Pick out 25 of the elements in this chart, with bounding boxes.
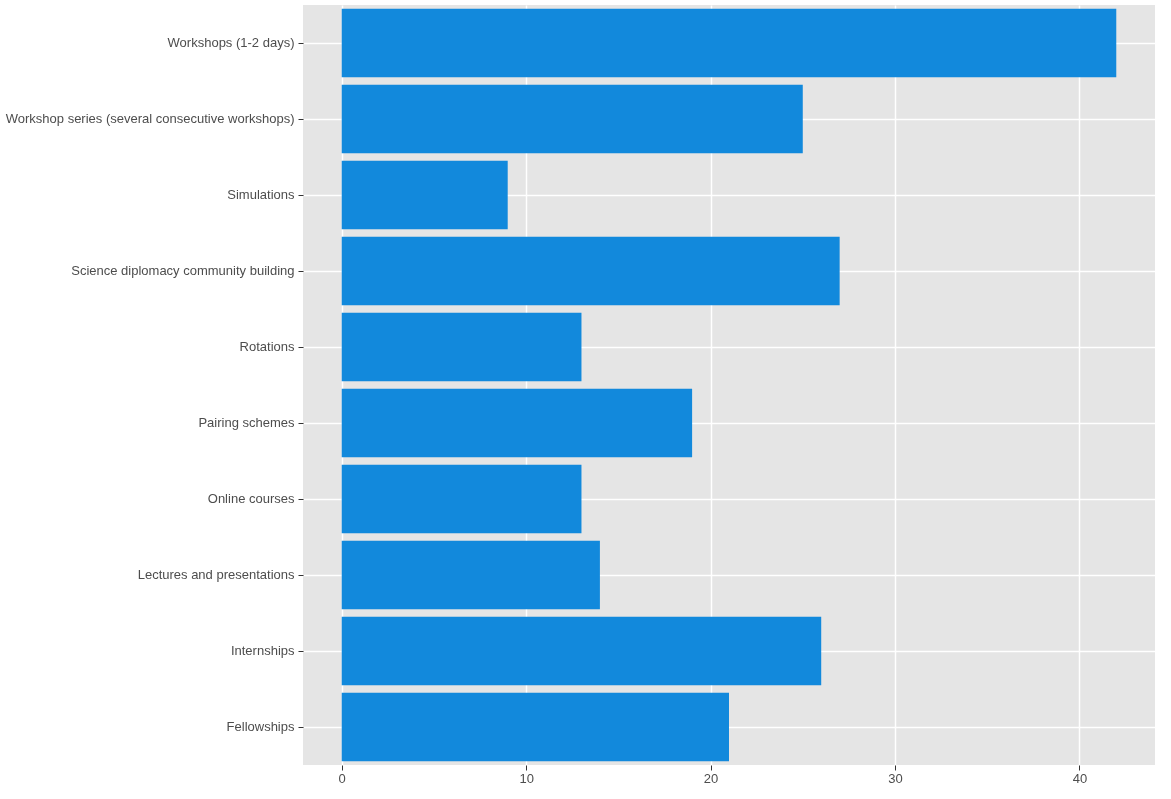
y-tick-label: Workshop series (several consecutive workshops) bbox=[5, 111, 295, 126]
y-tick-label: Science diplomacy community building bbox=[71, 263, 295, 278]
bar bbox=[341, 540, 600, 610]
bar bbox=[341, 236, 840, 306]
x-tick-label: 10 bbox=[519, 770, 534, 786]
bar bbox=[341, 692, 729, 762]
bar bbox=[341, 464, 582, 534]
y-tick-label: Lectures and presentations bbox=[137, 567, 295, 582]
bar bbox=[341, 616, 822, 686]
bar bbox=[341, 84, 803, 154]
y-tick-label: Fellowships bbox=[226, 719, 295, 734]
y-tick-label: Pairing schemes bbox=[198, 415, 295, 430]
x-tick-label: 40 bbox=[1072, 770, 1088, 786]
y-tick-label: Online courses bbox=[207, 491, 295, 506]
x-tick-label: 0 bbox=[338, 770, 346, 786]
y-tick-label: Rotations bbox=[239, 339, 295, 354]
x-tick-label: 20 bbox=[703, 770, 719, 786]
y-tick-label: Workshops (1-2 days) bbox=[167, 35, 295, 50]
y-tick-label: Simulations bbox=[227, 187, 295, 202]
bar bbox=[341, 388, 693, 458]
bar bbox=[341, 312, 582, 382]
y-tick-label: Internships bbox=[230, 643, 295, 658]
x-tick-label: 30 bbox=[888, 770, 903, 786]
bar bbox=[341, 160, 508, 230]
bar bbox=[341, 8, 1117, 78]
